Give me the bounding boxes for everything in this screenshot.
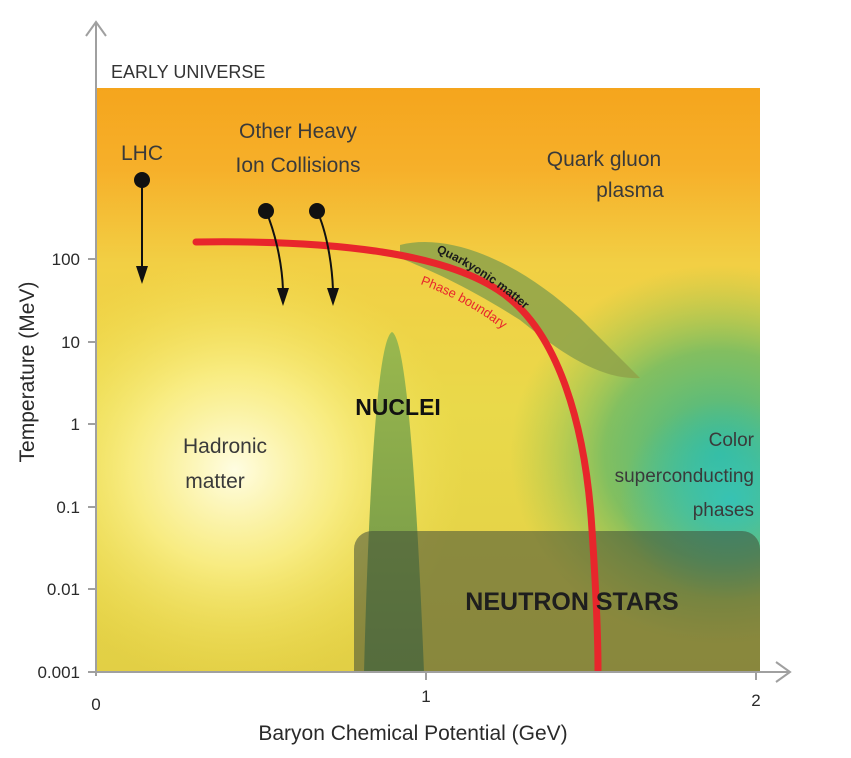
heavy-ion-label-line2: Ion Collisions xyxy=(236,154,361,177)
x-axis-arrow xyxy=(775,661,792,683)
y-tick-label: 0.001 xyxy=(37,663,80,682)
phase-boundary-curve xyxy=(192,238,602,672)
lhc-label: LHC xyxy=(121,142,163,165)
y-axis-arrow xyxy=(85,20,107,37)
x-tick-label: 0 xyxy=(91,695,100,714)
heavy-ion-label-line1: Other Heavy xyxy=(239,120,357,143)
x-axis-title: Baryon Chemical Potential (GeV) xyxy=(258,722,567,745)
neutron-stars-region xyxy=(354,531,760,672)
qgp-label-line1: Quark gluon xyxy=(547,148,661,171)
heavy-ion-arrowhead-2 xyxy=(327,288,339,306)
heavy-ion-arrow-1 xyxy=(265,210,284,291)
plot-background xyxy=(96,88,760,672)
color-sc-label-line1: Color xyxy=(709,430,755,451)
qgp-label-line2: plasma xyxy=(596,179,664,202)
y-axis-title: Temperature (MeV) xyxy=(16,282,39,463)
axes xyxy=(85,20,792,683)
color-sc-label-line3: phases xyxy=(693,500,754,521)
x-tick-label: 1 xyxy=(421,687,430,706)
lhc-arrowhead xyxy=(136,266,148,284)
heavy-ion-arrow-2 xyxy=(316,210,334,291)
y-tick-label: 1 xyxy=(71,415,80,434)
y-tick-label: 0.1 xyxy=(56,498,80,517)
y-tick-label: 10 xyxy=(61,333,80,352)
nuclei-label: NUCLEI xyxy=(355,394,441,420)
x-tick-label: 2 xyxy=(751,691,760,710)
hadronic-label-line1: Hadronic xyxy=(183,435,267,458)
heavy-ion-arrowhead-1 xyxy=(277,288,289,306)
neutron-stars-label: NEUTRON STARS xyxy=(465,588,678,616)
early-universe-label: EARLY UNIVERSE xyxy=(111,62,265,82)
y-tick-label: 0.01 xyxy=(47,580,80,599)
hadronic-label-line2: matter xyxy=(185,470,245,493)
color-sc-label-line2: superconducting xyxy=(615,466,754,487)
y-tick-label: 100 xyxy=(52,250,80,269)
experiment-markers xyxy=(134,172,339,306)
